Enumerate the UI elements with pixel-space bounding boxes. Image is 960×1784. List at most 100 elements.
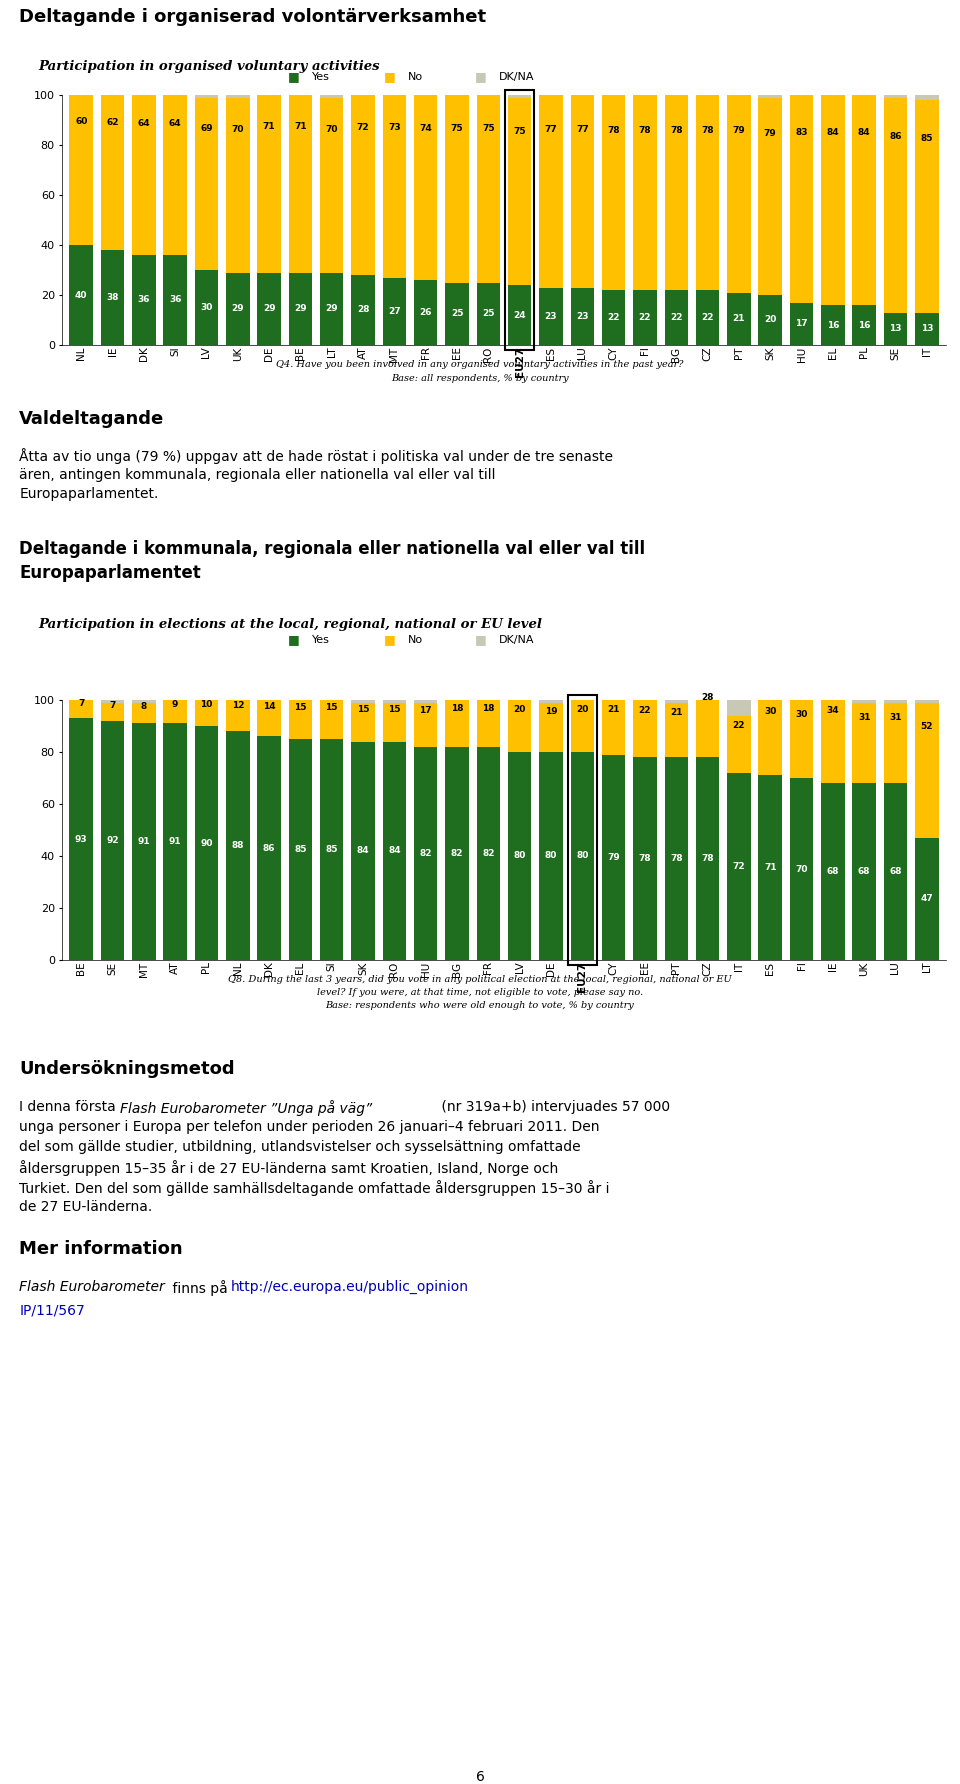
Text: del som gällde studier, utbildning, utlandsvistelser och sysselsättning omfattad: del som gällde studier, utbildning, utla… (19, 1140, 581, 1154)
Text: 72: 72 (357, 123, 370, 132)
Text: 75: 75 (514, 127, 526, 136)
Text: 83: 83 (795, 128, 807, 137)
Bar (758, 776, 782, 960)
Text: 25: 25 (482, 309, 494, 318)
Bar (821, 783, 845, 960)
Text: 14: 14 (263, 703, 276, 712)
Bar (696, 685, 719, 756)
Bar (383, 703, 406, 742)
Bar (195, 95, 218, 98)
Text: 86: 86 (263, 844, 276, 853)
Text: Participation in organised voluntary activities: Participation in organised voluntary act… (38, 61, 380, 73)
Text: 85: 85 (921, 134, 933, 143)
Text: 23: 23 (544, 312, 557, 321)
Text: 15: 15 (294, 703, 306, 712)
Bar (540, 287, 563, 344)
Text: 82: 82 (451, 849, 464, 858)
Bar (289, 95, 312, 273)
Bar (508, 699, 532, 753)
Bar (445, 282, 468, 344)
Bar (602, 95, 625, 291)
Text: 9: 9 (172, 699, 179, 708)
Text: 38: 38 (107, 293, 119, 301)
Text: Deltagande i kommunala, regionala eller nationella val eller val till
Europaparl: Deltagande i kommunala, regionala eller … (19, 541, 645, 582)
Bar (821, 95, 845, 305)
Bar (852, 95, 876, 305)
Text: de 27 EU-länderna.: de 27 EU-länderna. (19, 1201, 153, 1213)
Text: 78: 78 (608, 125, 620, 134)
Bar (414, 280, 438, 344)
Text: 75: 75 (450, 125, 464, 134)
Text: 13: 13 (889, 325, 901, 334)
Bar (101, 95, 124, 250)
Text: 22: 22 (702, 312, 714, 321)
Bar (351, 95, 374, 275)
Text: 68: 68 (827, 867, 839, 876)
Bar (540, 753, 563, 960)
Bar (383, 699, 406, 703)
Bar (383, 742, 406, 960)
Text: 47: 47 (921, 894, 933, 903)
Bar (320, 739, 344, 960)
Bar (634, 291, 657, 344)
Text: 20: 20 (576, 705, 588, 714)
Bar (351, 275, 374, 344)
Text: ■: ■ (288, 71, 300, 84)
Text: Base: all respondents, % by country: Base: all respondents, % by country (391, 375, 569, 384)
Text: 64: 64 (169, 120, 181, 128)
Text: 29: 29 (325, 305, 338, 314)
Text: 17: 17 (420, 706, 432, 715)
Text: 70: 70 (325, 125, 338, 134)
Bar (758, 698, 782, 776)
Bar (320, 699, 344, 739)
Bar (821, 694, 845, 783)
Bar (758, 294, 782, 344)
Text: No: No (408, 635, 423, 646)
Bar (320, 273, 344, 344)
Text: 74: 74 (420, 123, 432, 132)
Bar (476, 699, 500, 747)
Bar (696, 291, 719, 344)
Text: 84: 84 (827, 128, 839, 137)
Text: Deltagande i organiserad volontärverksamhet: Deltagande i organiserad volontärverksam… (19, 7, 487, 27)
Bar (634, 95, 657, 291)
Bar (132, 723, 156, 960)
Text: 28: 28 (357, 305, 370, 314)
Bar (634, 699, 657, 756)
Text: 69: 69 (200, 125, 213, 134)
Bar (915, 703, 939, 838)
Bar (163, 95, 187, 255)
Bar (101, 703, 124, 721)
Bar (570, 287, 594, 344)
Bar (69, 699, 93, 719)
Bar (476, 747, 500, 960)
Bar (602, 291, 625, 344)
Text: 19: 19 (544, 706, 558, 715)
Text: 7: 7 (109, 701, 116, 710)
Text: (nr 319a+b) intervjuades 57 000: (nr 319a+b) intervjuades 57 000 (437, 1101, 670, 1113)
Bar (727, 715, 751, 772)
Bar (540, 95, 563, 287)
Bar (570, 699, 594, 753)
Text: ■: ■ (384, 71, 396, 84)
Text: Mer information: Mer information (19, 1240, 182, 1258)
Text: 18: 18 (451, 705, 464, 714)
Bar (226, 731, 250, 960)
Bar (414, 747, 438, 960)
Bar (289, 273, 312, 344)
Bar (884, 312, 907, 344)
Text: 22: 22 (732, 721, 745, 730)
Text: 22: 22 (638, 312, 651, 321)
Text: 52: 52 (921, 723, 933, 731)
Text: 29: 29 (294, 305, 307, 314)
Text: 78: 78 (670, 125, 683, 134)
Bar (320, 98, 344, 273)
Bar (696, 756, 719, 960)
Text: 31: 31 (858, 712, 871, 721)
Bar (445, 95, 468, 282)
Text: 40: 40 (75, 291, 87, 300)
Bar (790, 778, 813, 960)
Text: 16: 16 (858, 321, 871, 330)
Bar (758, 98, 782, 294)
Text: 24: 24 (514, 310, 526, 319)
